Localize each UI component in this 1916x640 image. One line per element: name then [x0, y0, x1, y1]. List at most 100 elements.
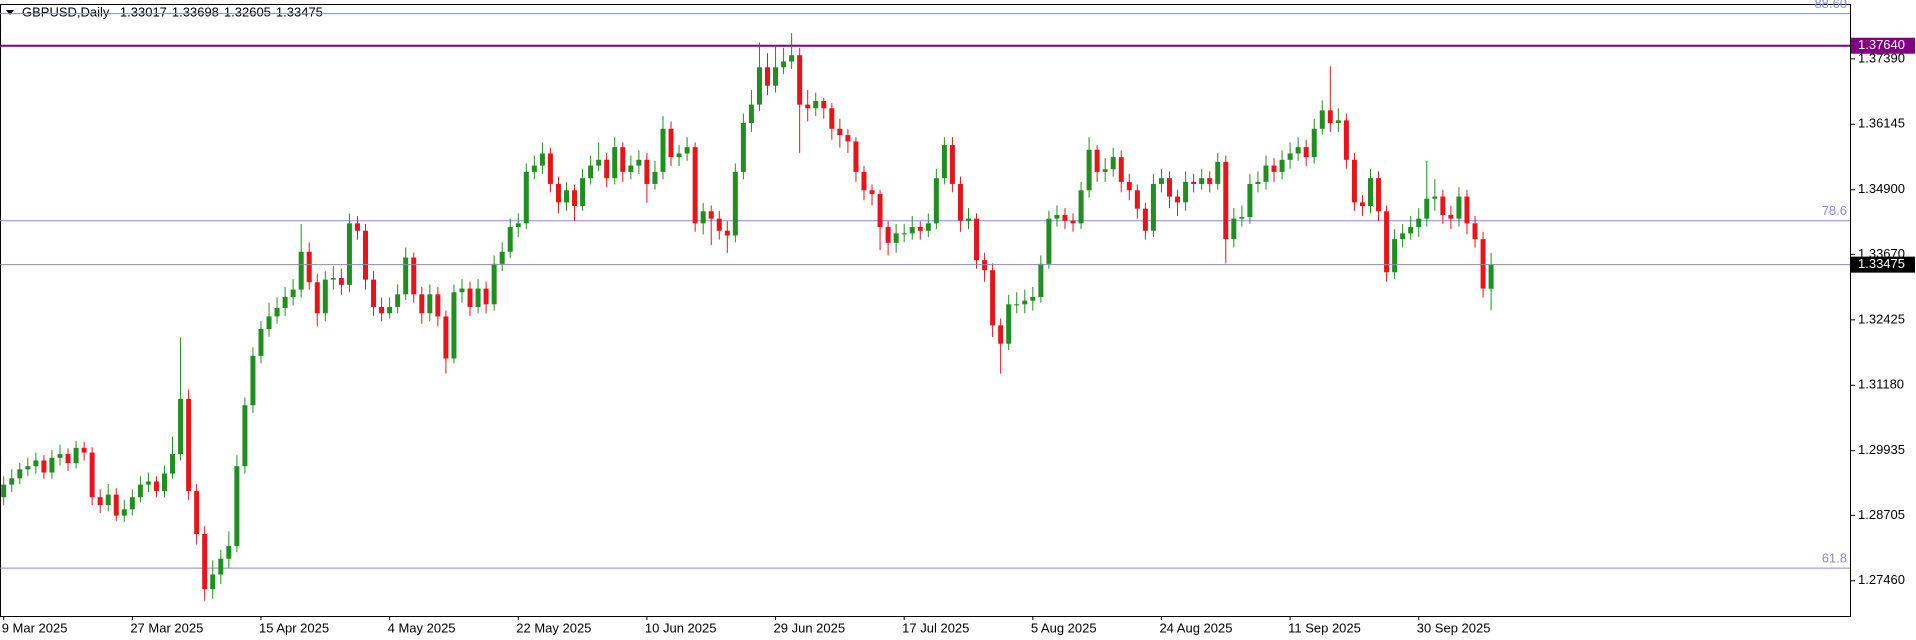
candle-body [475, 288, 481, 307]
candle-body [1303, 147, 1309, 158]
candle-body [1255, 181, 1261, 184]
chart-title: GBPUSD,Daily [22, 4, 110, 19]
header-high: 1.33698 [172, 4, 219, 19]
fib-level-label: 61.8 [1822, 551, 1847, 566]
candle-body [25, 466, 31, 470]
candle-body [1480, 239, 1486, 289]
candle-body [1376, 178, 1382, 212]
candle-body [1199, 178, 1205, 184]
candle-body [274, 308, 280, 317]
candle-body [395, 294, 401, 307]
candle-body [1464, 196, 1470, 224]
candle-body [145, 481, 151, 485]
candle-body [57, 454, 63, 458]
candle-body [1134, 190, 1140, 209]
candle-body [1191, 181, 1197, 184]
candle-body [1094, 149, 1100, 172]
candle-body [443, 316, 449, 359]
candle-body [1118, 157, 1124, 182]
candle-body [628, 165, 634, 172]
candle-body [282, 296, 288, 308]
candle-body [756, 67, 762, 105]
candle-body [572, 190, 578, 207]
candle-body [250, 355, 256, 406]
x-tick-label: 15 Apr 2025 [259, 620, 329, 635]
fib-level-label: 88.60 [1814, 0, 1847, 11]
candle-body [1488, 264, 1494, 289]
candle-body [1351, 159, 1357, 203]
candle-body [998, 325, 1004, 344]
candle-body [949, 145, 955, 184]
candle-body [966, 218, 971, 221]
candle-body [129, 497, 135, 510]
candle-body [194, 490, 200, 535]
candle-body [917, 227, 923, 231]
candle-body [925, 223, 931, 231]
candle-body [1247, 183, 1253, 218]
y-tick-label: 1.28705 [1858, 507, 1905, 522]
candle-body [266, 316, 272, 330]
candle-body [451, 292, 457, 359]
x-tick-label: 24 Aug 2025 [1159, 620, 1232, 635]
candle-body [869, 190, 875, 194]
candle-body [49, 457, 55, 473]
candle-body [732, 171, 738, 236]
candle-body [845, 135, 851, 142]
candle-body [41, 460, 47, 473]
candle-body [9, 478, 15, 485]
y-tick-label: 1.31180 [1858, 377, 1904, 392]
candle-body [330, 278, 336, 280]
candle-body [1014, 304, 1020, 306]
candle-body [1335, 120, 1341, 123]
candle-body [797, 55, 803, 105]
x-tick-label: 22 May 2025 [516, 620, 591, 635]
last-price-box [1851, 256, 1915, 273]
candle-body [419, 294, 425, 314]
fib-level-label: 78.6 [1822, 203, 1847, 218]
y-tick-label: 1.34900 [1858, 181, 1905, 196]
candle-body [789, 55, 795, 62]
x-tick-label: 11 Sep 2025 [1288, 620, 1361, 635]
candle-body [17, 469, 23, 479]
candle-body [877, 193, 883, 228]
candle-body [507, 227, 513, 252]
candle-body [933, 178, 939, 224]
candle-body [218, 558, 224, 575]
y-tick-label: 1.37390 [1858, 50, 1905, 65]
candle-body [861, 171, 867, 191]
candle-body [660, 128, 666, 172]
candle-body [121, 509, 127, 516]
candle-body [555, 183, 561, 203]
candle-body [314, 282, 320, 314]
candle-body [371, 279, 377, 307]
candle-body [515, 223, 521, 228]
candle-body [765, 67, 770, 86]
candle-body [202, 534, 208, 590]
candle-body [1392, 239, 1398, 273]
x-tick-label: 30 Sep 2025 [1417, 620, 1491, 635]
candle-body [1054, 214, 1060, 219]
candle-body [483, 288, 489, 305]
candle-body [708, 211, 714, 219]
x-tick-label: 4 May 2025 [388, 620, 456, 635]
menu-triangle[interactable] [6, 10, 14, 15]
candle-body [1158, 178, 1164, 184]
y-tick-label: 1.36145 [1858, 116, 1905, 131]
candle-body [539, 153, 545, 166]
candle-body [427, 294, 433, 314]
candle-body [137, 484, 143, 498]
candle-body [909, 227, 915, 234]
candle-body [821, 100, 827, 109]
candle-body [33, 460, 39, 467]
candle-body [982, 260, 988, 271]
candle-body [523, 171, 529, 224]
candle-body [564, 190, 569, 203]
candle-body [459, 288, 465, 293]
candle-body [1416, 218, 1422, 228]
candle-body [1167, 178, 1172, 197]
candle-body [1271, 165, 1277, 172]
candle-body [73, 447, 79, 464]
candle-body [1448, 214, 1454, 219]
candle-body [1400, 233, 1406, 240]
